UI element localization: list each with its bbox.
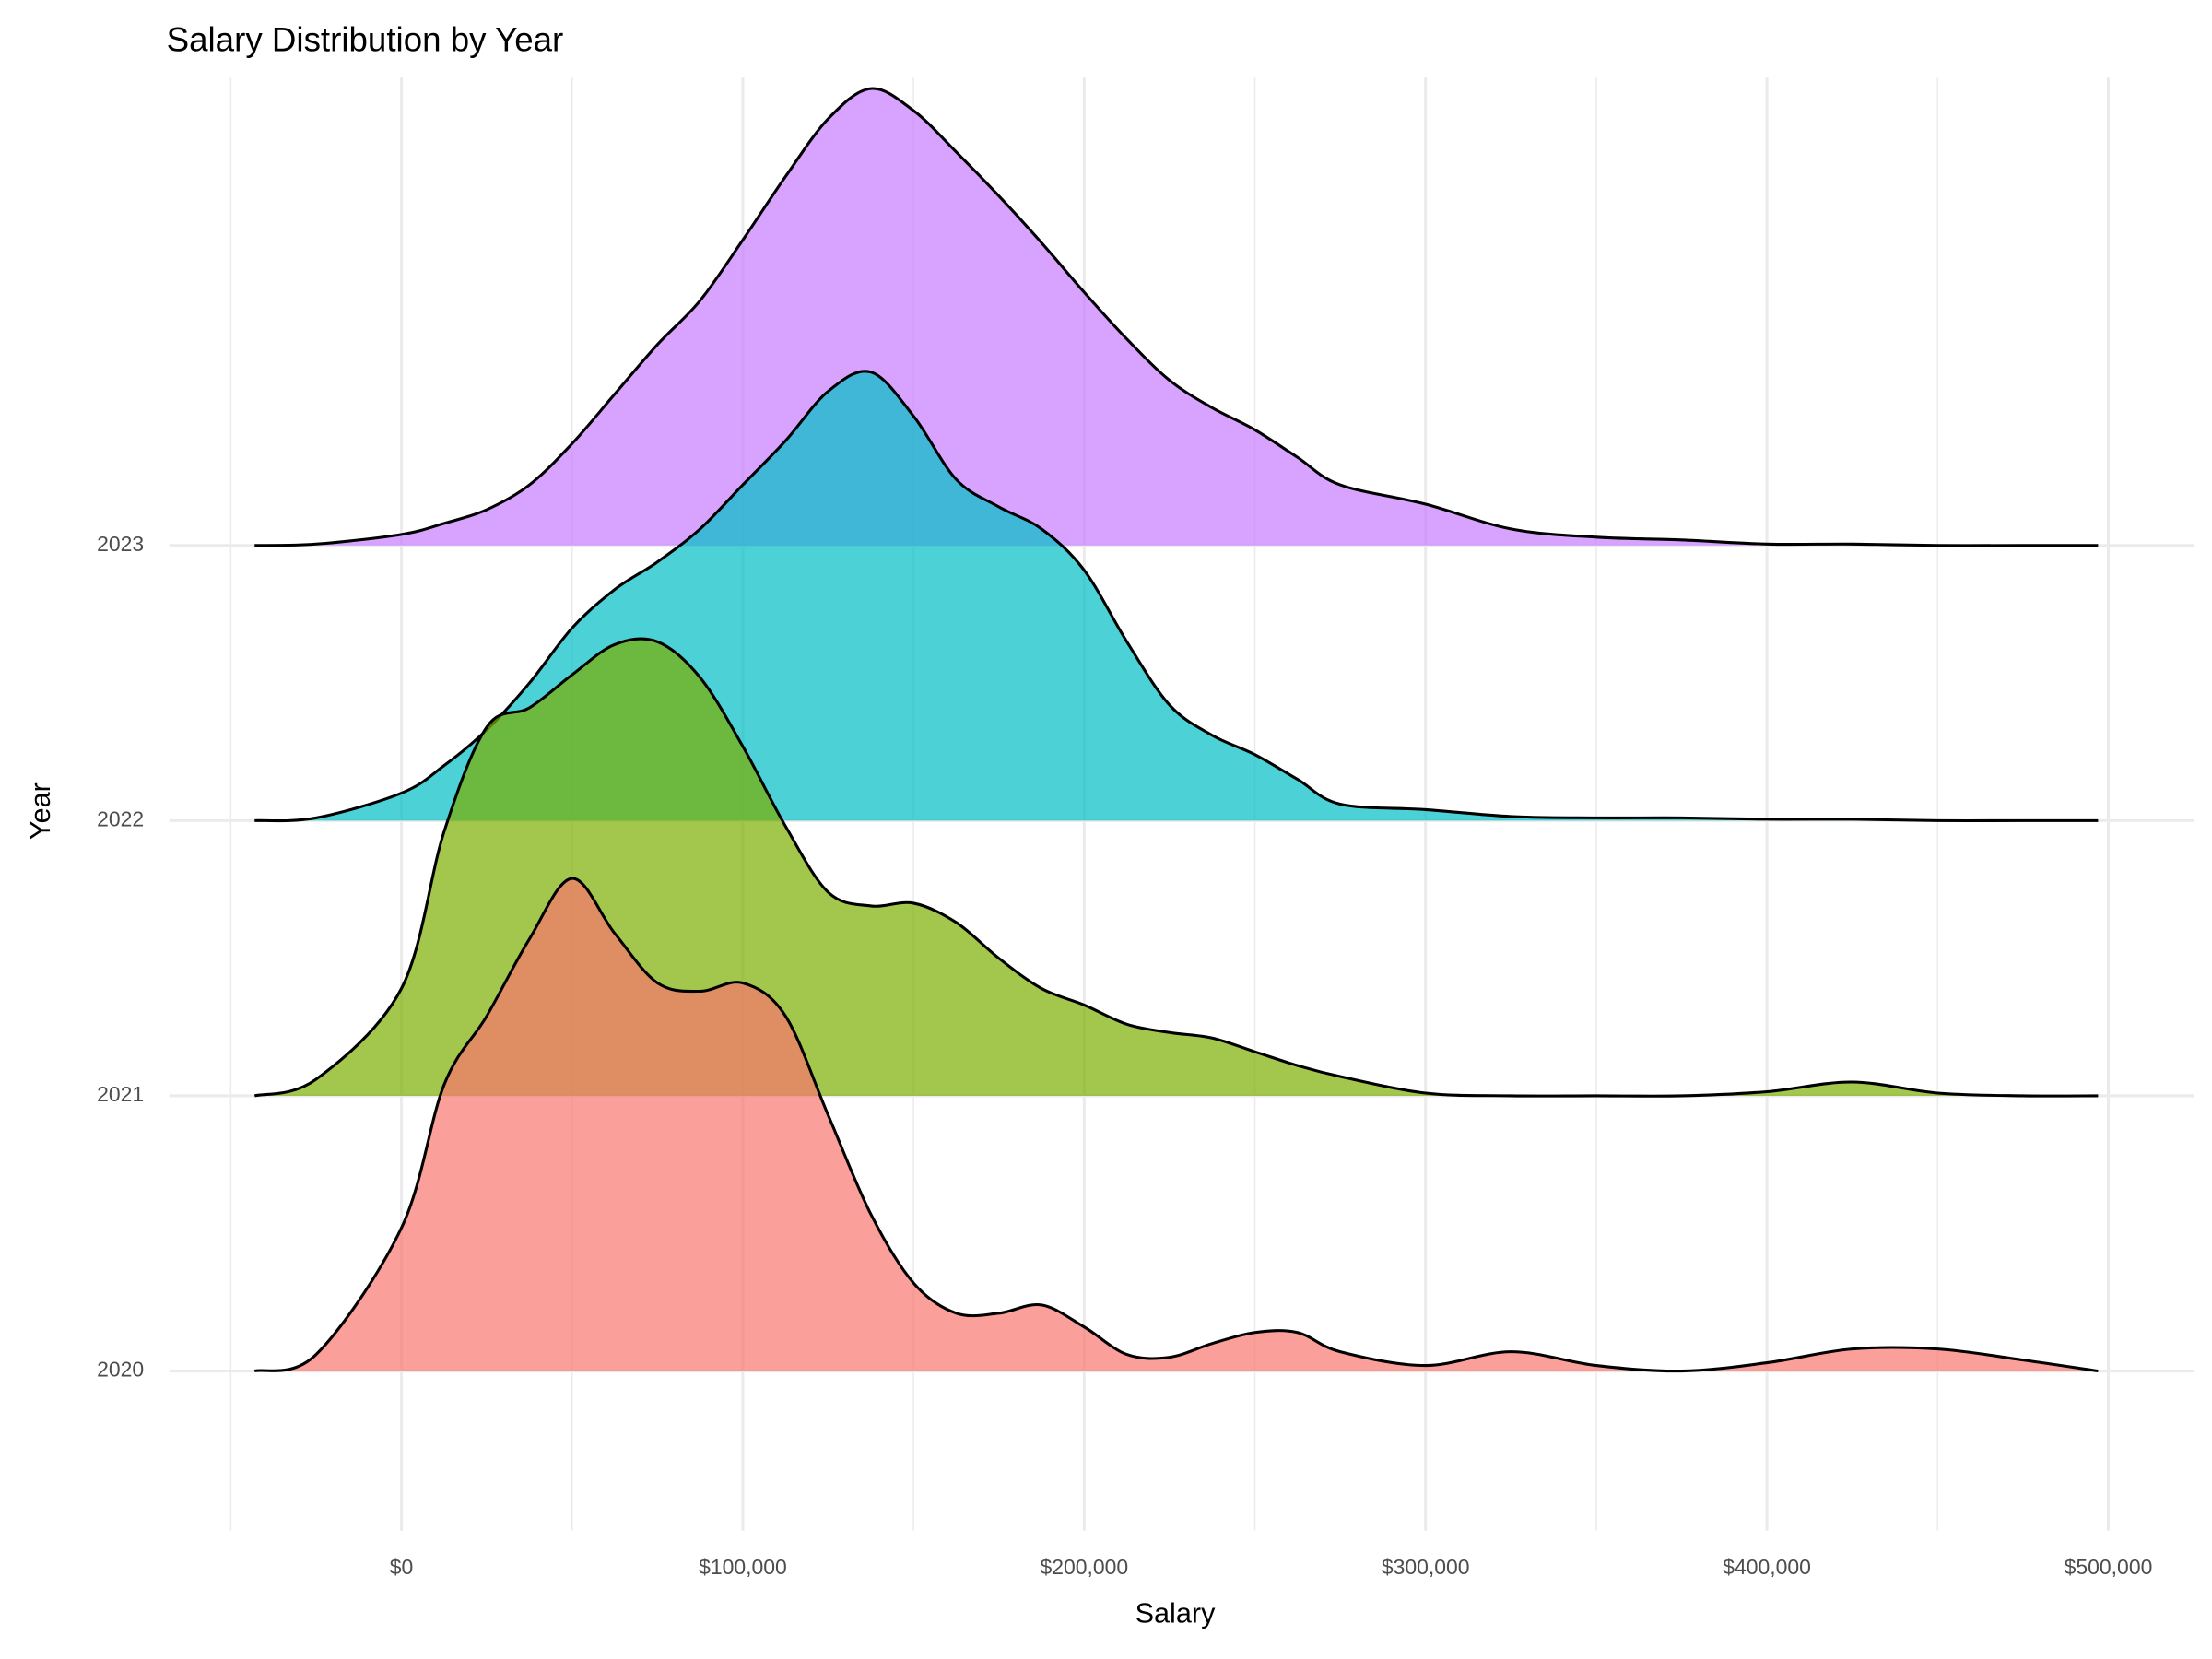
ridge-line <box>253 637 2099 1098</box>
y-tick-label: 2023 <box>97 532 144 556</box>
ridge-area <box>254 88 2099 546</box>
ridge-line <box>254 87 2099 547</box>
y-tick-label: 2021 <box>97 1082 144 1106</box>
ridge-area <box>254 639 2099 1097</box>
x-tick-label: $100,000 <box>699 1555 787 1579</box>
x-tick-label: $200,000 <box>1040 1555 1128 1579</box>
chart-title: Salary Distribution by Year <box>167 21 564 59</box>
x-axis-label: Salary <box>1135 1598 1216 1630</box>
ridges <box>253 87 2099 1373</box>
y-axis-label: Year <box>25 782 56 840</box>
ridge-line <box>254 370 2099 823</box>
x-tick-label: $0 <box>390 1555 414 1579</box>
ridge-area <box>254 878 2099 1371</box>
x-tick-label: $400,000 <box>1723 1555 1811 1579</box>
x-tick-label: $300,000 <box>1382 1555 1470 1579</box>
y-tick-label: 2022 <box>97 806 144 830</box>
labels: $0 $100,000 $200,000 $300,000 $400,000 $500,0… <box>97 532 2152 1579</box>
x-tick-label: $500,000 <box>2065 1555 2153 1579</box>
y-tick-label: 2020 <box>97 1358 144 1382</box>
ridge-line <box>253 877 2099 1373</box>
